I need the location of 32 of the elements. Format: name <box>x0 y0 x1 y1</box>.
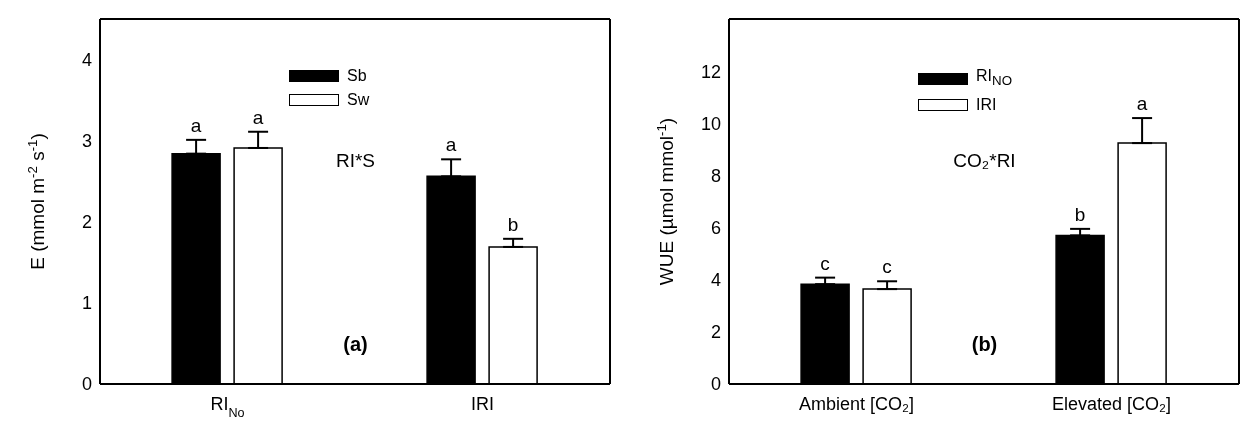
annotation: a <box>1136 93 1148 115</box>
annotation: RI*S <box>335 149 376 171</box>
y-tick-label: 0 <box>81 374 92 395</box>
x-tick-label: Ambient [CO₂] <box>798 394 915 414</box>
annotation: (a) <box>343 332 368 355</box>
annotation: c <box>820 252 830 274</box>
y-tick-label: 12 <box>700 61 721 82</box>
y-tick-label: 0 <box>710 374 721 395</box>
y-tick-label: 2 <box>81 212 92 233</box>
annotation: b <box>507 213 519 235</box>
x-tick-label: IRI <box>470 394 495 414</box>
annotation: a <box>445 134 457 156</box>
y-tick-label: 8 <box>710 165 721 186</box>
legend-label: IRI <box>976 95 997 116</box>
annotation: a <box>190 114 202 136</box>
annotation: c <box>882 256 892 278</box>
y-tick-label: 4 <box>81 49 92 70</box>
y-tick-label: 3 <box>81 131 92 152</box>
y-tick-label: 4 <box>710 270 721 291</box>
legend-label: Sw <box>347 90 370 110</box>
annotation: CO₂*RI <box>953 149 1016 171</box>
annotation: b <box>1074 203 1086 225</box>
y-tick-label: 10 <box>700 113 721 134</box>
y-tick-label: 1 <box>81 293 92 314</box>
legend-label: RI$_{NO}$ <box>976 66 1013 91</box>
legend-label: Sb <box>347 66 367 86</box>
x-tick-label: RI$_{No}$ <box>210 394 245 420</box>
x-tick-label: Elevated [CO₂] <box>1051 394 1172 414</box>
annotation: a <box>252 106 264 128</box>
y-tick-label: 6 <box>710 217 721 238</box>
annotation: (b) <box>971 332 998 355</box>
y-tick-label: 2 <box>710 322 721 343</box>
